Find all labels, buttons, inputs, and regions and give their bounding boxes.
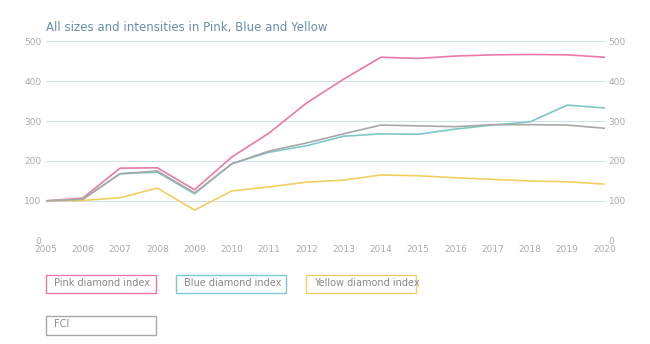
Text: All sizes and intensities in Pink, Blue and Yellow: All sizes and intensities in Pink, Blue … [46, 21, 327, 34]
Text: Pink diamond index: Pink diamond index [54, 278, 150, 288]
Text: Blue diamond index: Blue diamond index [184, 278, 281, 288]
Text: FCI: FCI [54, 319, 69, 329]
Text: Yellow diamond index: Yellow diamond index [314, 278, 420, 288]
